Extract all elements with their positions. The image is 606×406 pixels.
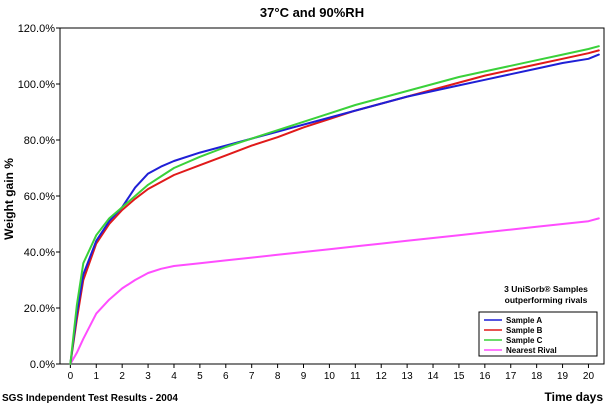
- chart-title: 37°C and 90%RH: [260, 5, 364, 20]
- y-tick-label: 0.0%: [30, 359, 55, 371]
- legend-label: Sample B: [506, 326, 543, 335]
- y-tick-label: 60.0%: [24, 191, 55, 203]
- x-tick-label: 9: [301, 371, 307, 382]
- x-tick-label: 4: [171, 371, 177, 382]
- legend-label: Sample C: [506, 336, 543, 345]
- annotation: 3 UniSorb® Samples outperforming rivals: [504, 284, 588, 305]
- x-tick-label: 19: [557, 371, 569, 382]
- y-axis-label: Weight gain %: [2, 158, 16, 240]
- annotation-line-1: 3 UniSorb® Samples: [504, 284, 588, 294]
- y-tick-label: 80.0%: [24, 135, 55, 147]
- x-tick-label: 1: [93, 371, 99, 382]
- x-tick-label: 14: [427, 371, 439, 382]
- plot-area: [59, 27, 605, 365]
- x-tick-label: 17: [505, 371, 517, 382]
- x-axis: 0 1 2 3 4 5 6 7 8 9 10 11 12 13 14 15 16 17 18 19 20: [68, 364, 595, 382]
- y-tick-label: 100.0%: [18, 79, 56, 91]
- data-series: [69, 45, 600, 365]
- x-tick-label: 6: [223, 371, 229, 382]
- series-line-sample-a: [69, 53, 600, 365]
- x-tick-label: 16: [479, 371, 491, 382]
- y-axis: 0.0% 20.0% 40.0% 60.0% 80.0% 100.0% 120.0%: [18, 23, 60, 371]
- x-tick-label: 3: [145, 371, 151, 382]
- x-tick-label: 20: [583, 371, 595, 382]
- x-tick-label: 11: [350, 371, 361, 382]
- x-tick-label: 10: [324, 371, 336, 382]
- series-line-sample-b: [69, 49, 600, 365]
- x-tick-label: 5: [197, 371, 203, 382]
- x-axis-label: Time days: [545, 390, 604, 404]
- series-line-nearest-rival: [69, 217, 600, 365]
- x-tick-label: 18: [531, 371, 543, 382]
- x-tick-label: 2: [119, 371, 125, 382]
- legend-label: Nearest Rival: [506, 346, 557, 355]
- x-tick-label: 0: [68, 371, 74, 382]
- y-tick-label: 120.0%: [18, 23, 56, 35]
- annotation-line-2: outperforming rivals: [505, 295, 588, 305]
- x-tick-label: 8: [275, 371, 281, 382]
- y-tick-label: 40.0%: [24, 247, 55, 259]
- footer-note: SGS Independent Test Results - 2004: [2, 393, 178, 404]
- x-tick-label: 15: [453, 371, 465, 382]
- legend-label: Sample A: [506, 316, 542, 325]
- series-line-sample-c: [69, 45, 600, 365]
- x-tick-label: 12: [376, 371, 388, 382]
- x-tick-label: 7: [249, 371, 255, 382]
- x-tick-label: 13: [402, 371, 414, 382]
- y-tick-label: 20.0%: [24, 303, 55, 315]
